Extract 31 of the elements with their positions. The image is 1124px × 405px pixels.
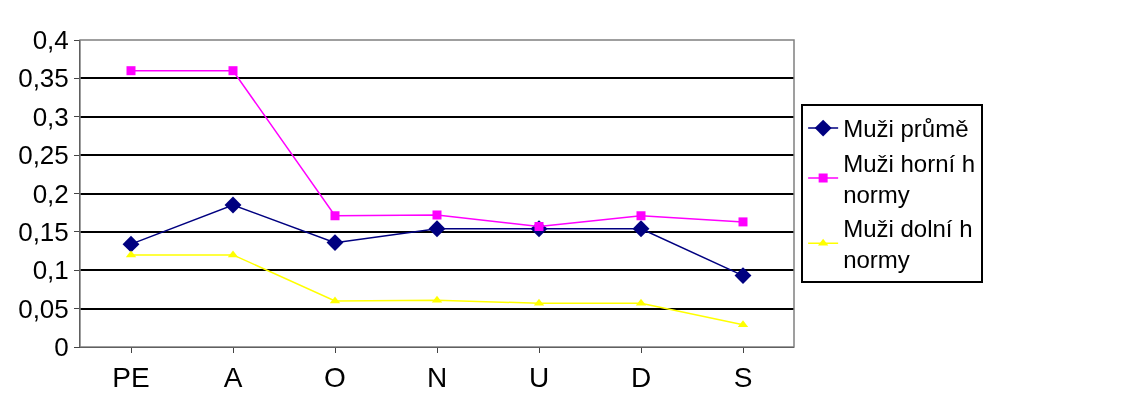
y-tick-label: 0,15 — [18, 216, 69, 247]
x-tick-label: S — [733, 361, 753, 393]
y-tick-label: 0,4 — [32, 25, 69, 56]
point — [428, 220, 446, 238]
x-tick-label: D — [630, 361, 652, 393]
point — [126, 66, 136, 76]
y-tick-label: 0,25 — [18, 140, 69, 171]
y-tick-label: 0,3 — [32, 101, 69, 132]
point — [734, 267, 752, 285]
x-tick-label: PE — [112, 361, 150, 393]
y-tick-label: 0,2 — [32, 178, 69, 209]
point — [330, 211, 340, 221]
legend-label: Muži průmě — [843, 115, 969, 143]
point — [632, 220, 650, 238]
point — [432, 210, 442, 220]
point — [122, 235, 140, 253]
y-tick-label: 0,35 — [18, 63, 69, 94]
legend-label: Muži dolní h normy — [843, 215, 973, 274]
point — [738, 217, 748, 227]
point — [224, 196, 242, 214]
x-tick-label: N — [426, 361, 448, 393]
y-tick-label: 0,05 — [18, 293, 69, 324]
point — [636, 211, 646, 221]
point — [228, 66, 238, 76]
y-tick-label: 0,1 — [32, 255, 69, 286]
x-tick-label: U — [528, 361, 550, 393]
legend-label: Muži horní h normy — [843, 149, 976, 208]
x-tick-label: A — [223, 361, 243, 393]
point — [326, 234, 344, 252]
y-tick-label: 0 — [54, 332, 69, 363]
x-tick-label: O — [324, 361, 346, 393]
